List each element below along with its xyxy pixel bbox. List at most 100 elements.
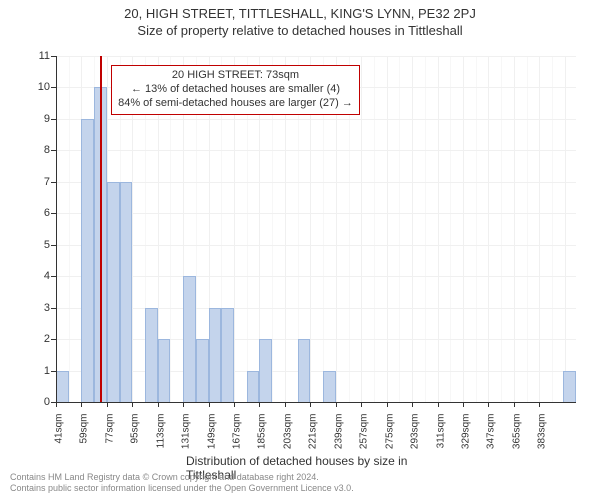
y-tick-mark: [51, 119, 56, 120]
x-tick-label: 239sqm: [333, 414, 344, 450]
grid-h: [56, 371, 576, 372]
x-tick-label: 311sqm: [435, 414, 446, 449]
histogram-bar: [196, 339, 209, 402]
x-tick-label: 41sqm: [54, 414, 65, 444]
histogram-bar: [183, 276, 196, 402]
x-tick-label: 365sqm: [511, 414, 522, 450]
histogram-bar: [107, 182, 120, 402]
grid-h: [56, 182, 576, 183]
grid-v: [488, 56, 489, 402]
histogram-bar: [298, 339, 311, 402]
grid-h: [56, 245, 576, 246]
grid-h: [56, 56, 576, 57]
grid-v: [476, 56, 477, 402]
y-tick-mark: [51, 182, 56, 183]
histogram-bar: [56, 371, 69, 402]
x-tick-label: 95sqm: [130, 414, 141, 444]
x-tick-mark: [361, 402, 362, 407]
y-tick-mark: [51, 245, 56, 246]
histogram-bar: [120, 182, 133, 402]
chart-titles: 20, HIGH STREET, TITTLESHALL, KING'S LYN…: [0, 0, 600, 38]
x-tick-mark: [107, 402, 108, 407]
y-tick-mark: [51, 150, 56, 151]
x-tick-mark: [183, 402, 184, 407]
annotation-line-1: 20 HIGH STREET: 73sqm: [118, 69, 353, 83]
histogram-bar: [158, 339, 171, 402]
grid-v: [387, 56, 388, 402]
grid-v: [69, 56, 70, 402]
histogram-bar: [259, 339, 272, 402]
annotation-box: 20 HIGH STREET: 73sqm← 13% of detached h…: [111, 65, 360, 114]
y-tick-mark: [51, 87, 56, 88]
grid-v: [374, 56, 375, 402]
x-tick-label: 293sqm: [410, 414, 421, 450]
chart-title-address: 20, HIGH STREET, TITTLESHALL, KING'S LYN…: [0, 6, 600, 21]
x-tick-mark: [81, 402, 82, 407]
footer-attribution: Contains HM Land Registry data © Crown c…: [10, 472, 354, 494]
y-tick-mark: [51, 213, 56, 214]
x-tick-label: 383sqm: [537, 414, 548, 450]
x-tick-label: 257sqm: [359, 414, 370, 450]
x-axis-line: [56, 402, 576, 403]
chart-container: 20, HIGH STREET, TITTLESHALL, KING'S LYN…: [0, 0, 600, 500]
chart-title-desc: Size of property relative to detached ho…: [0, 23, 600, 38]
x-tick-mark: [132, 402, 133, 407]
x-tick-mark: [488, 402, 489, 407]
grid-h: [56, 119, 576, 120]
histogram-bar: [247, 371, 260, 402]
grid-v: [565, 56, 566, 402]
x-tick-label: 59sqm: [79, 414, 90, 444]
grid-v: [361, 56, 362, 402]
y-axis-line: [56, 56, 57, 402]
histogram-bar: [145, 308, 158, 402]
x-tick-label: 347sqm: [486, 414, 497, 450]
grid-h: [56, 276, 576, 277]
footer-line-1: Contains HM Land Registry data © Crown c…: [10, 472, 354, 483]
x-tick-mark: [336, 402, 337, 407]
grid-v: [527, 56, 528, 402]
x-tick-label: 167sqm: [232, 414, 243, 450]
x-tick-mark: [412, 402, 413, 407]
y-tick-mark: [51, 56, 56, 57]
x-tick-mark: [438, 402, 439, 407]
x-tick-mark: [56, 402, 57, 407]
grid-v: [450, 56, 451, 402]
grid-v: [552, 56, 553, 402]
grid-v: [412, 56, 413, 402]
grid-v: [539, 56, 540, 402]
x-tick-mark: [310, 402, 311, 407]
x-tick-mark: [463, 402, 464, 407]
x-tick-label: 113sqm: [155, 414, 166, 449]
grid-v: [399, 56, 400, 402]
histogram-bar: [221, 308, 234, 402]
plot-area: Number of detached properties Distributi…: [56, 56, 576, 402]
x-tick-label: 77sqm: [104, 414, 115, 444]
y-tick-mark: [51, 308, 56, 309]
x-tick-mark: [234, 402, 235, 407]
grid-h: [56, 308, 576, 309]
x-tick-mark: [514, 402, 515, 407]
x-tick-mark: [539, 402, 540, 407]
y-tick-mark: [51, 339, 56, 340]
x-tick-label: 329sqm: [460, 414, 471, 450]
histogram-bar: [323, 371, 336, 402]
grid-v: [501, 56, 502, 402]
y-tick-mark: [51, 371, 56, 372]
histogram-bar: [563, 371, 576, 402]
grid-h: [56, 213, 576, 214]
x-tick-mark: [387, 402, 388, 407]
annotation-line-2: ← 13% of detached houses are smaller (4): [118, 83, 353, 97]
property-marker-line: [100, 56, 102, 402]
histogram-bar: [81, 119, 94, 402]
y-tick-mark: [51, 276, 56, 277]
x-tick-mark: [158, 402, 159, 407]
grid-h: [56, 150, 576, 151]
x-tick-label: 221sqm: [308, 414, 319, 450]
histogram-bar: [209, 308, 222, 402]
x-tick-mark: [209, 402, 210, 407]
grid-v: [425, 56, 426, 402]
x-tick-label: 203sqm: [282, 414, 293, 450]
grid-h: [56, 339, 576, 340]
x-tick-label: 275sqm: [384, 414, 395, 450]
x-tick-label: 185sqm: [257, 414, 268, 450]
